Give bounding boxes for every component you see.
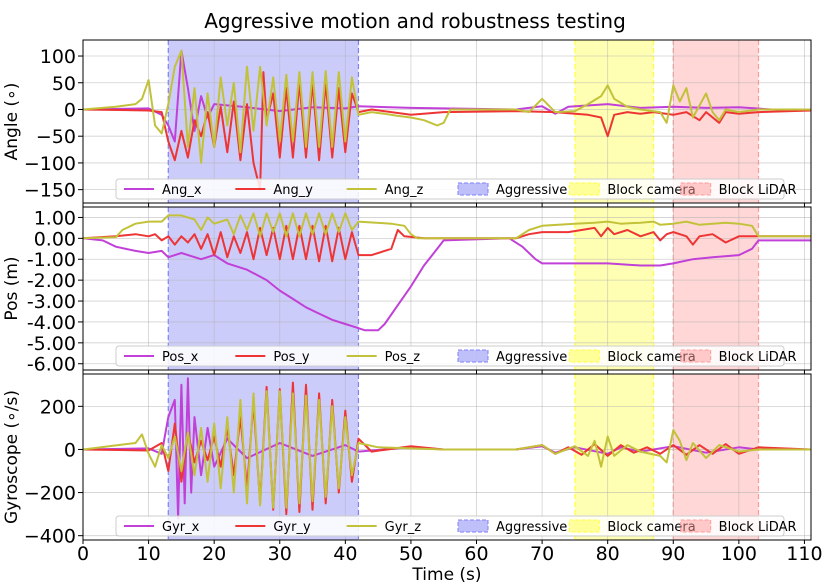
x-tick-label: 60 [464,543,488,565]
legend-swatch [457,182,489,196]
y-tick-label: -2.00 [27,270,76,292]
legend-label: Aggressive [496,183,567,198]
series-line-ang-y [83,71,811,191]
legend-label: Pos_x [162,350,199,365]
y-tick-label: -5.00 [27,333,76,355]
y-tick-label: 0 [64,439,76,461]
legend-label: Pos_z [385,350,421,365]
x-tick-label: 10 [136,543,160,565]
y-axis-label: Angle (∘) [2,83,22,161]
x-tick-label: 20 [202,543,226,565]
legend-label: Ang_z [385,183,424,198]
legend-label: Block LiDAR [719,520,797,535]
legend-swatch [680,182,712,196]
y-tick-label: −50 [36,126,76,148]
legend-label: Block LiDAR [719,183,797,198]
x-tick-label: 30 [268,543,292,565]
y-tick-label: −150 [24,180,76,202]
panel-2: 1.000.00-1.00-2.00-3.00-4.00-5.00-6.00 Po… [2,206,812,376]
series-line-pos-y [83,224,811,263]
legend-label: Gyr_y [273,520,311,535]
x-tick-label: 90 [661,543,685,565]
legend-swatch [568,182,600,196]
y-tick-label: -3.00 [27,291,76,313]
y-tick-label: -6.00 [27,354,76,376]
x-tick-label: 110 [786,543,822,565]
y-tick-label: −400 [24,526,76,548]
x-tick-label: 100 [721,543,757,565]
legend-label: Aggressive [496,350,567,365]
y-axis-label: Pos (m) [2,256,22,320]
legend-swatch [568,519,600,533]
series-line-pos-x [83,237,811,332]
legend-label: Block camera [607,183,695,198]
region-block_camera [574,40,654,203]
y-tick-label: 0.00 [34,228,76,250]
x-axis-label: Time (s) [411,565,481,585]
chart-title: Aggressive motion and robustness testing [204,9,626,33]
series-line-ang-z [83,49,811,164]
legend-box [115,345,785,367]
plot-frame [82,39,812,204]
legend-swatch [457,349,489,363]
series-line-pos-z [83,212,811,240]
series-line-gyr-z [83,390,811,509]
region-block_camera [574,374,654,540]
legend: Pos_x Pos_y Pos_z Aggressive Block camera Blo… [115,345,797,367]
legend-swatch [457,519,489,533]
y-tick-label: −200 [24,483,76,505]
y-tick-label: -4.00 [27,312,76,334]
plot-frame [82,373,812,541]
y-tick-label: −100 [24,153,76,175]
region-aggressive [168,40,359,203]
legend-label: Block LiDAR [719,350,797,365]
series-line-ang-x [83,49,811,143]
legend-label: Gyr_z [385,520,422,535]
y-tick-label: 100 [40,46,76,68]
legend-box [115,515,785,537]
legend-label: Ang_y [273,183,313,198]
y-tick-label: -1.00 [27,249,76,271]
x-tick-label: 50 [399,543,423,565]
legend-swatch [568,349,600,363]
legend-box [115,178,785,200]
y-axis-label: Gyroscope (∘/s) [2,390,22,524]
legend-label: Gyr_x [162,520,200,535]
legend-label: Ang_x [162,183,202,198]
x-tick-label: 0 [77,543,89,565]
y-tick-label: 0 [64,99,76,121]
legend-swatch [680,349,712,363]
y-tick-label: 1.00 [34,207,76,229]
y-tick-label: 200 [40,396,76,418]
legend: Gyr_x Gyr_y Gyr_z Aggressive Block camera Blo… [115,515,797,537]
series-line-gyr-y [83,381,811,516]
legend-label: Pos_y [273,350,310,365]
legend-swatch [680,519,712,533]
plot-frame [82,206,812,371]
legend-label: Block camera [607,520,695,535]
y-tick-label: 50 [52,73,76,95]
x-tick-label: 70 [530,543,554,565]
x-tick-label: 40 [333,543,357,565]
legend: Ang_x Ang_y Ang_z Aggressive Block camera Blo… [115,178,797,200]
legend-label: Block camera [607,350,695,365]
legend-label: Aggressive [496,520,567,535]
x-tick-label: 80 [596,543,620,565]
region-block_lidar [673,40,759,203]
